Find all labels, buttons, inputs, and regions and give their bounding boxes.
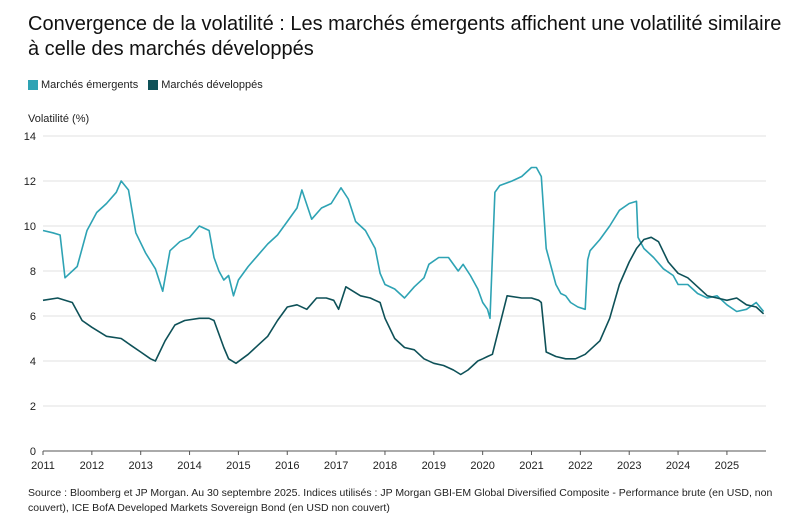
x-tick-label: 2019 (422, 460, 446, 472)
y-tick-label: 14 (24, 131, 36, 143)
y-tick-label: 2 (30, 401, 36, 413)
legend: Marchés émergents Marchés développés (28, 79, 263, 91)
legend-label-emerging: Marchés émergents (41, 79, 139, 91)
x-tick-label: 2018 (373, 460, 397, 472)
x-tick-label: 2024 (666, 460, 690, 472)
series-line-developed (42, 236, 765, 376)
x-tick-label: 2020 (470, 460, 494, 472)
x-tick-label: 2016 (275, 460, 299, 472)
y-tick-label: 4 (30, 356, 36, 368)
y-tick-label: 12 (24, 176, 36, 188)
y-tick-label: 10 (24, 221, 36, 233)
chart-title: Convergence de la volatilité : Les march… (28, 13, 782, 60)
x-tick-label: 2021 (519, 460, 543, 472)
legend-swatch-emerging (28, 80, 38, 90)
x-tick-label: 2025 (715, 460, 739, 472)
y-axis-label: Volatilité (%) (28, 113, 90, 125)
x-tick-label: 2023 (617, 460, 641, 472)
x-tick-label: 2015 (226, 460, 250, 472)
x-tick-label: 2022 (568, 460, 592, 472)
x-tick-label: 2014 (177, 460, 201, 472)
legend-item-emerging: Marchés émergents (28, 79, 138, 91)
y-tick-label: 8 (30, 266, 36, 278)
series-line-emerging (42, 166, 765, 320)
x-tick-label: 2017 (324, 460, 348, 472)
x-tick-label: 2013 (128, 460, 152, 472)
legend-label-developed: Marchés développés (161, 79, 263, 91)
y-tick-label: 6 (30, 311, 36, 323)
x-tick-label: 2011 (31, 460, 55, 472)
source-note: Source : Bloomberg et JP Morgan. Au 30 s… (28, 487, 773, 514)
y-tick-label: 0 (30, 446, 36, 458)
legend-item-developed: Marchés développés (148, 79, 263, 91)
legend-swatch-developed (148, 80, 159, 90)
x-tick-label: 2012 (80, 460, 104, 472)
